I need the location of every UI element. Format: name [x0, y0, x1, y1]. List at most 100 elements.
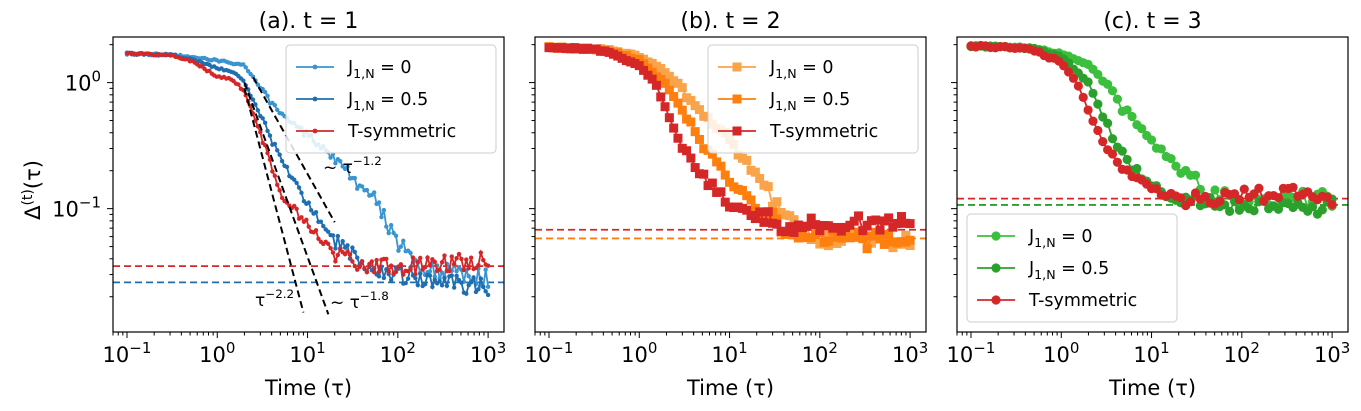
- data-point: [437, 267, 442, 272]
- data-point: [272, 173, 278, 178]
- data-point: [1171, 161, 1181, 171]
- legend-item: J1,N = 0.5: [296, 90, 428, 113]
- data-point: [750, 214, 760, 224]
- data-point: [811, 220, 821, 230]
- data-point: [415, 259, 421, 265]
- data-point: [393, 269, 399, 275]
- data-point: [352, 263, 358, 269]
- legend-item: J1,N = 0: [977, 227, 1093, 250]
- data-point: [381, 207, 387, 213]
- x-axis-label: Time (τ): [686, 376, 774, 400]
- data-point: [255, 82, 261, 87]
- data-point: [425, 255, 430, 260]
- x-tick-label: 102: [802, 339, 838, 367]
- data-point: [355, 255, 360, 260]
- data-point: [884, 229, 894, 239]
- data-point: [432, 274, 437, 279]
- data-point: [316, 236, 321, 241]
- legend-marker: [991, 295, 1001, 305]
- data-point: [364, 187, 370, 193]
- data-point: [464, 291, 469, 296]
- data-point: [451, 261, 457, 267]
- legend-marker: [312, 64, 318, 70]
- legend-label: T-symmetric: [1028, 291, 1137, 311]
- data-point: [485, 263, 491, 268]
- data-point: [763, 182, 773, 192]
- data-point: [292, 177, 297, 182]
- x-axis-label: Time (τ): [264, 376, 352, 400]
- data-point: [376, 269, 382, 275]
- data-point: [427, 263, 433, 268]
- data-point: [793, 233, 803, 243]
- data-point: [352, 249, 358, 255]
- data-point: [272, 141, 278, 147]
- data-point: [858, 226, 868, 236]
- data-point: [403, 280, 408, 286]
- legend-marker: [732, 94, 742, 104]
- data-point: [415, 282, 421, 288]
- data-point: [673, 133, 683, 143]
- data-point: [262, 120, 268, 126]
- data-point: [321, 223, 326, 229]
- data-point: [345, 243, 350, 248]
- data-point: [265, 150, 270, 156]
- data-point: [437, 279, 442, 284]
- data-point: [294, 206, 299, 212]
- data-point: [716, 187, 726, 197]
- data-point: [374, 257, 379, 263]
- data-point: [1146, 135, 1157, 145]
- data-point: [444, 283, 450, 289]
- panel-a: (a). t = 1 Time (τ) 10−1 100 101 102 103 10−1 10…: [52, 9, 506, 400]
- data-point: [335, 233, 341, 239]
- data-point: [897, 212, 907, 222]
- data-point: [694, 105, 704, 115]
- data-point: [742, 205, 752, 215]
- data-point: [780, 227, 790, 237]
- data-point: [442, 275, 447, 281]
- data-point: [245, 68, 251, 74]
- data-point: [318, 219, 324, 224]
- data-point: [262, 89, 268, 95]
- data-point: [439, 270, 445, 275]
- legend-label: J1,N = 0.5: [347, 90, 428, 113]
- data-point: [707, 178, 717, 188]
- data-point: [1107, 86, 1118, 96]
- axes-frame: [956, 36, 1349, 333]
- data-point: [253, 118, 258, 123]
- legend: J1,N = 0 J1,N = 0.5 T-symmetric: [707, 44, 919, 154]
- data-point: [755, 207, 765, 217]
- legend: J1,N = 0 J1,N = 0.5 T-symmetric: [285, 44, 497, 154]
- data-point: [413, 275, 418, 281]
- data-point: [1322, 192, 1332, 202]
- data-point: [236, 82, 241, 87]
- data-point: [299, 190, 304, 196]
- data-point: [379, 214, 384, 220]
- data-point: [451, 285, 457, 290]
- legend-frame: [285, 44, 497, 154]
- data-point: [384, 224, 389, 229]
- data-point: [905, 219, 915, 229]
- data-point: [279, 195, 285, 201]
- data-point: [879, 239, 889, 249]
- data-point: [1249, 206, 1259, 216]
- data-point: [866, 238, 876, 248]
- data-point: [664, 113, 674, 123]
- data-point: [875, 225, 885, 235]
- legend-label: J1,N = 0: [1028, 227, 1093, 250]
- data-point: [682, 146, 692, 156]
- data-point: [481, 257, 486, 263]
- data-point: [875, 234, 885, 244]
- series-2: [124, 50, 491, 277]
- data-point: [476, 263, 481, 268]
- data-point: [716, 161, 726, 171]
- data-point: [359, 184, 365, 189]
- data-point: [1063, 67, 1074, 77]
- x-tick-label: 100: [199, 339, 235, 367]
- legend-frame: [966, 213, 1178, 323]
- legend-item: J1,N = 0.5: [977, 259, 1109, 282]
- data-point: [335, 252, 341, 258]
- data-point: [439, 283, 445, 288]
- data-point: [306, 200, 311, 205]
- data-point: [1098, 112, 1108, 122]
